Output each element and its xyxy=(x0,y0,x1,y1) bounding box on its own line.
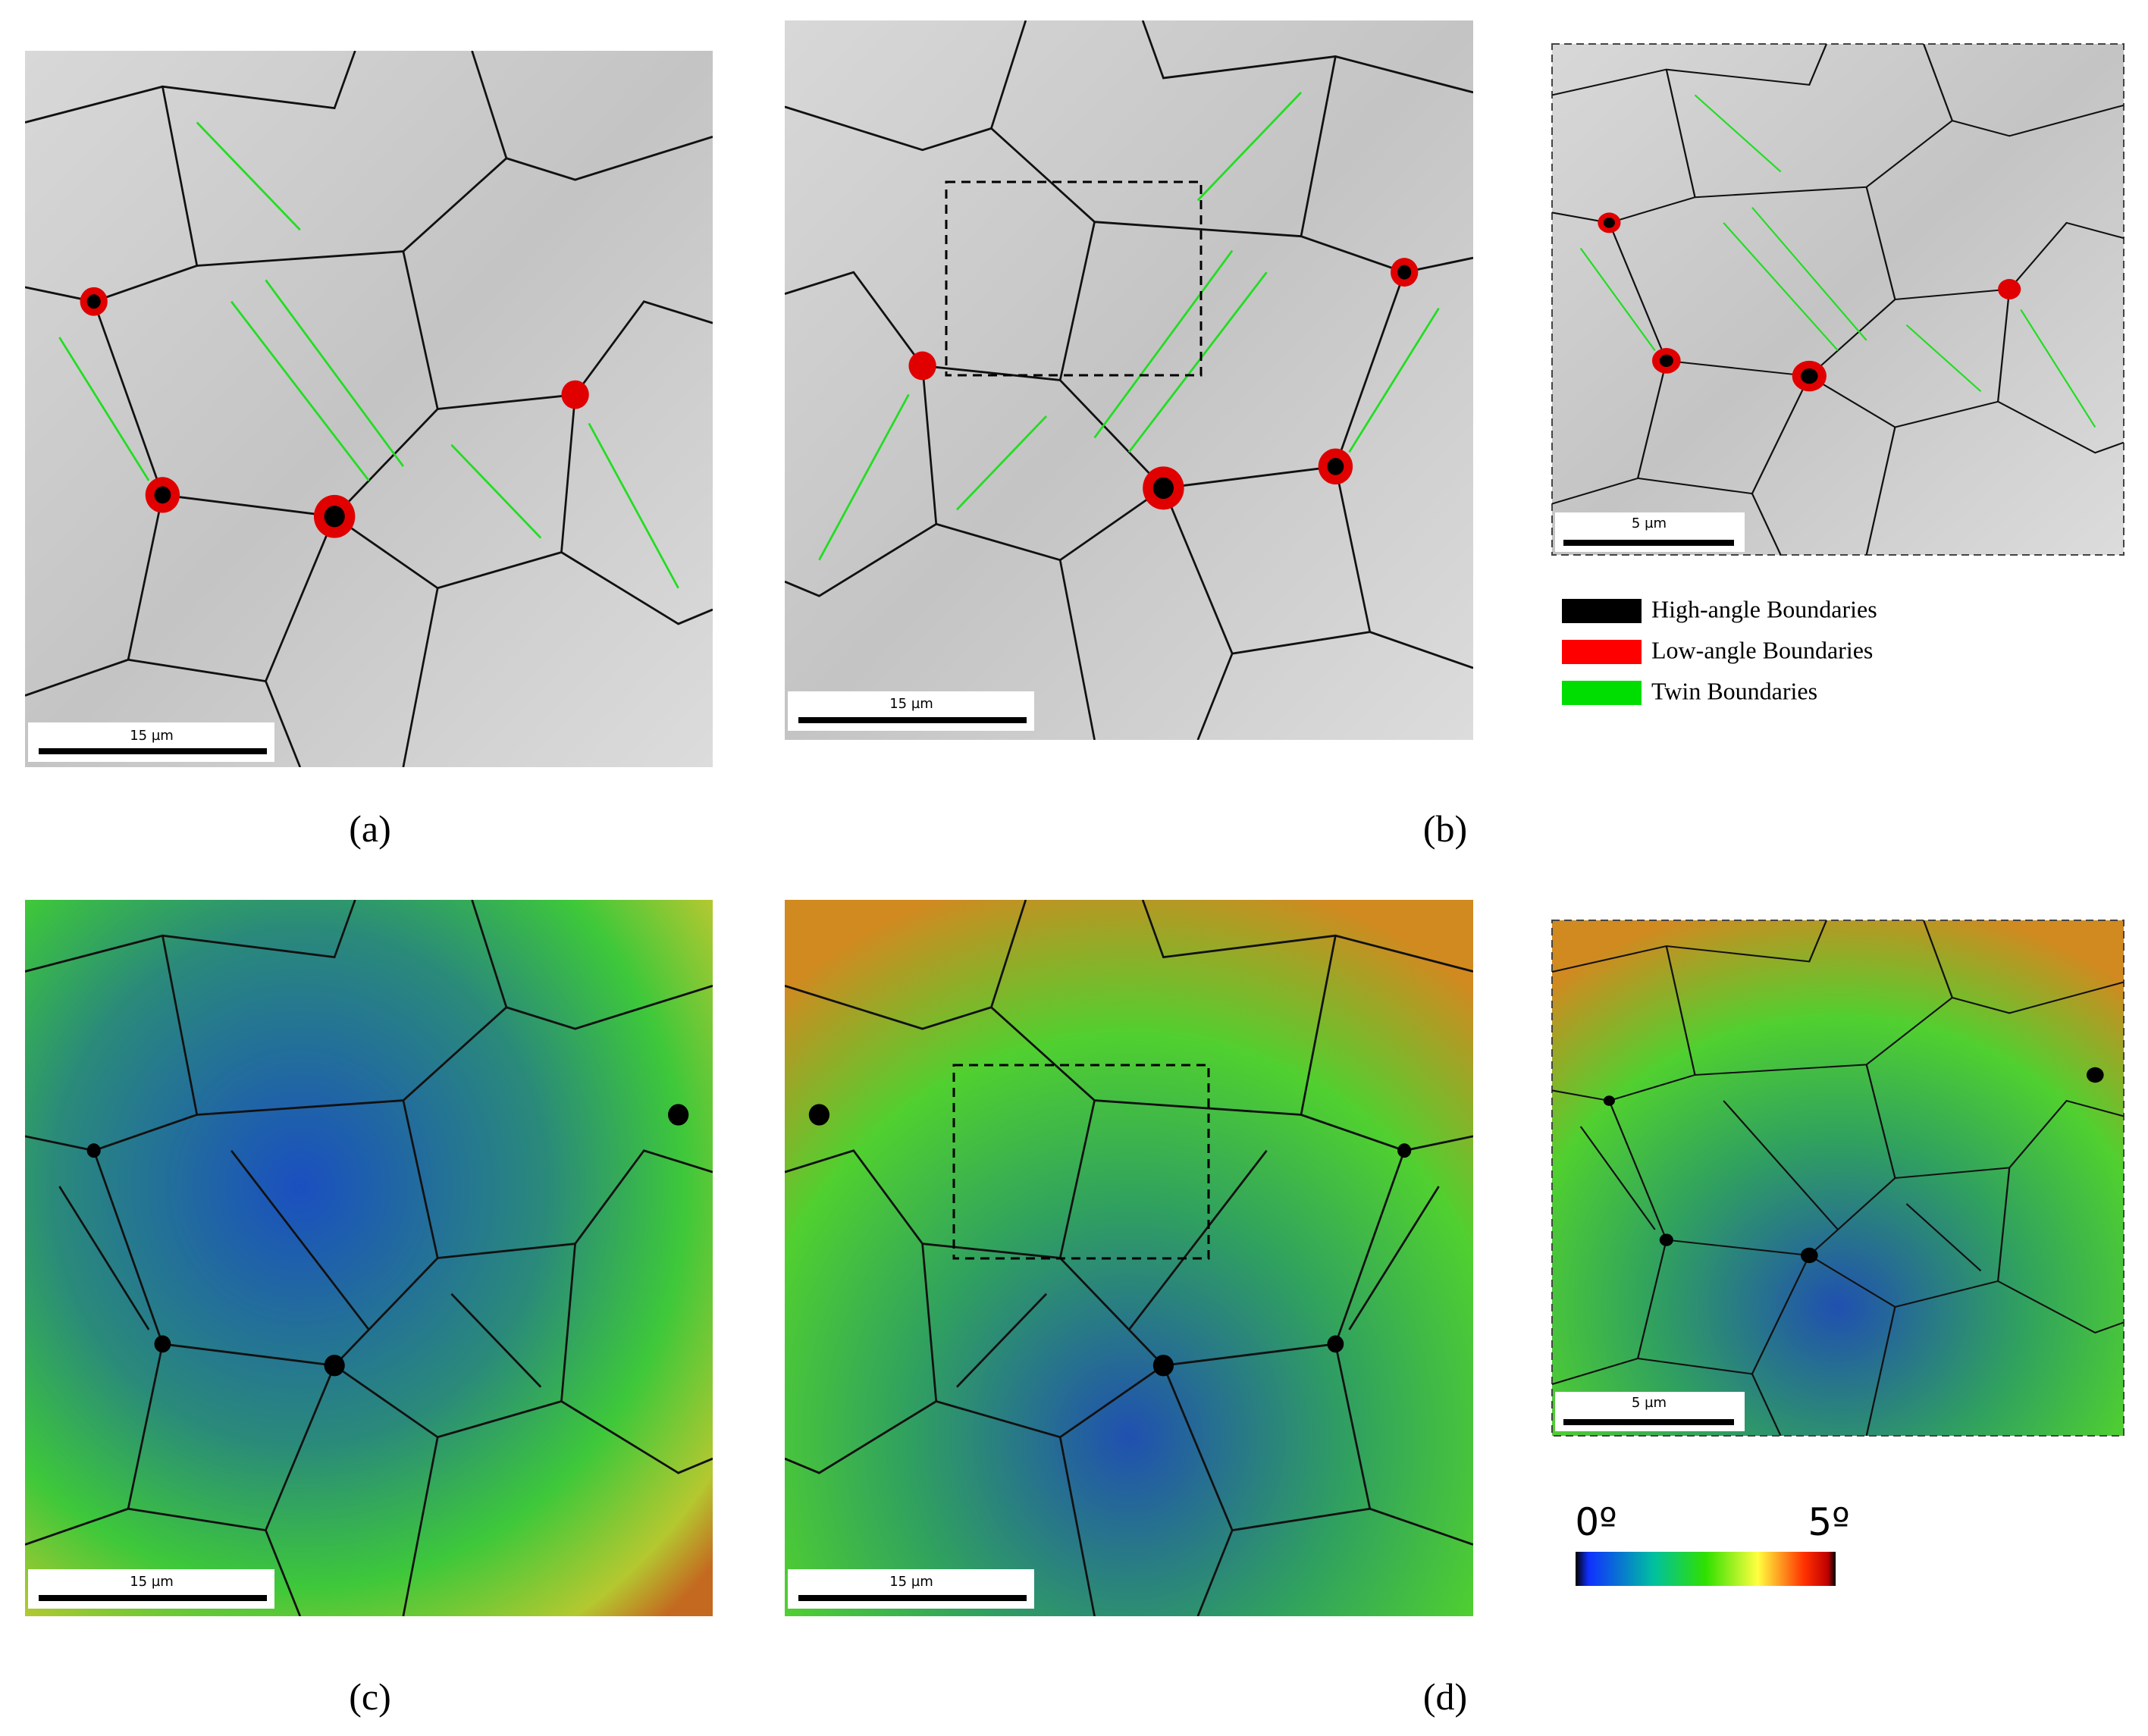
legend-label: Twin Boundaries xyxy=(1651,677,1817,704)
scale-bar-label: 5 µm xyxy=(1632,1395,1667,1411)
legend-label: High-angle Boundaries xyxy=(1651,595,1877,622)
legend-swatch xyxy=(1562,640,1642,664)
panel-label: (d) xyxy=(1423,1675,1467,1718)
scale-bar-label: 15 µm xyxy=(130,1574,174,1590)
panel-label: (c) xyxy=(349,1675,391,1718)
colorbar-max: 5º xyxy=(1808,1500,1849,1544)
inset-d: 5 µm xyxy=(1551,920,2124,1437)
map-d: 15 µm xyxy=(785,900,1473,1616)
scale-bar-label: 15 µm xyxy=(130,728,174,744)
inset-b: 5 µm xyxy=(1551,43,2124,556)
legend-swatch xyxy=(1562,599,1642,623)
scale-bar-label: 15 µm xyxy=(889,696,933,712)
legend: High-angle Boundaries Low-angle Boundarie… xyxy=(1562,595,1877,705)
colorbar: 0º 5º xyxy=(1575,1500,1850,1586)
panel-label: (a) xyxy=(349,807,391,850)
map-a: 15 µm xyxy=(25,51,713,767)
colorbar-gradient xyxy=(1576,1552,1836,1586)
panel-label: (b) xyxy=(1423,807,1467,850)
colorbar-min: 0º xyxy=(1575,1500,1616,1544)
map-c: 15 µm xyxy=(25,900,713,1616)
legend-label: Low-angle Boundaries xyxy=(1651,636,1873,663)
legend-swatch xyxy=(1562,681,1642,705)
map-b: 15 µm xyxy=(785,20,1473,740)
scale-bar-label: 5 µm xyxy=(1632,515,1667,531)
scale-bar-label: 15 µm xyxy=(889,1574,933,1590)
